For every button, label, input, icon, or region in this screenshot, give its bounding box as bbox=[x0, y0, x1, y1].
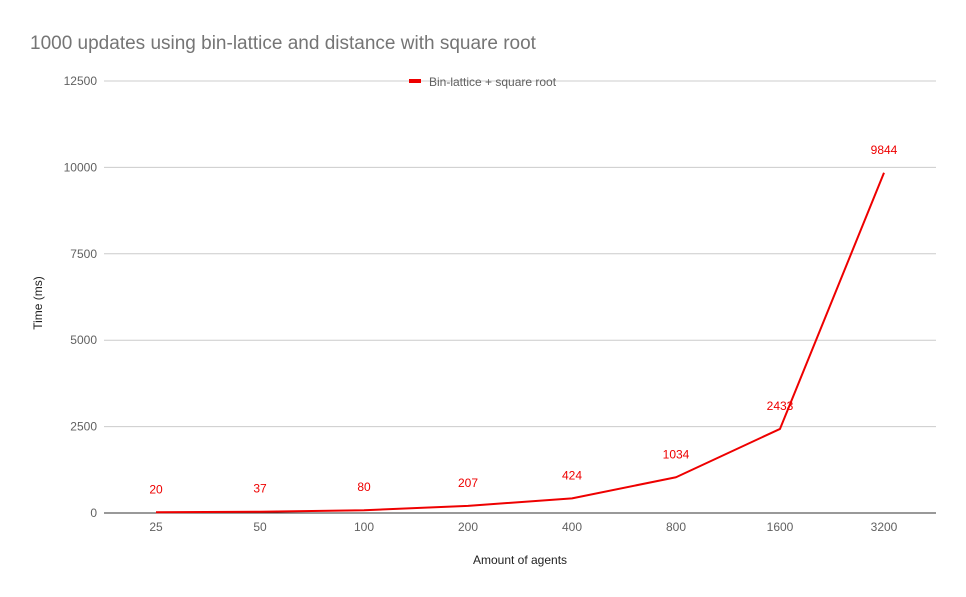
series-line bbox=[155, 172, 885, 514]
y-tick-label: 7500 bbox=[70, 247, 97, 261]
x-tick-label: 100 bbox=[354, 520, 374, 534]
data-label: 1034 bbox=[663, 447, 690, 461]
data-label: 2433 bbox=[767, 399, 794, 413]
x-tick-label: 200 bbox=[458, 520, 478, 534]
y-tick-label: 10000 bbox=[64, 160, 98, 174]
data-label: 424 bbox=[562, 468, 582, 482]
y-tick-label: 12500 bbox=[64, 74, 98, 88]
legend: Bin-lattice + square root bbox=[409, 75, 557, 89]
y-axis-label: Time (ms) bbox=[31, 276, 45, 330]
x-axis-label: Amount of agents bbox=[473, 553, 567, 567]
y-axis-ticks: 0 2500 5000 7500 10000 12500 bbox=[64, 74, 98, 520]
data-label: 9844 bbox=[871, 143, 898, 157]
x-tick-label: 25 bbox=[149, 520, 163, 534]
x-tick-label: 800 bbox=[666, 520, 686, 534]
x-tick-label: 1600 bbox=[767, 520, 794, 534]
gridlines bbox=[104, 80, 936, 428]
data-label: 207 bbox=[458, 476, 478, 490]
x-axis-ticks: 25 50 100 200 400 800 1600 3200 bbox=[149, 520, 897, 534]
data-label: 20 bbox=[149, 482, 163, 496]
legend-label: Bin-lattice + square root bbox=[429, 75, 557, 89]
y-tick-label: 5000 bbox=[70, 333, 97, 347]
data-label: 37 bbox=[253, 482, 267, 496]
x-tick-label: 3200 bbox=[871, 520, 898, 534]
y-tick-label: 2500 bbox=[70, 420, 97, 434]
x-tick-label: 400 bbox=[562, 520, 582, 534]
data-label: 80 bbox=[357, 480, 371, 494]
legend-swatch bbox=[409, 79, 421, 83]
x-tick-label: 50 bbox=[253, 520, 267, 534]
chart-title: 1000 updates using bin-lattice and dista… bbox=[30, 33, 537, 54]
data-labels: 20 37 80 207 424 1034 2433 9844 bbox=[149, 143, 897, 497]
series-group bbox=[155, 172, 885, 514]
y-tick-label: 0 bbox=[90, 506, 97, 520]
